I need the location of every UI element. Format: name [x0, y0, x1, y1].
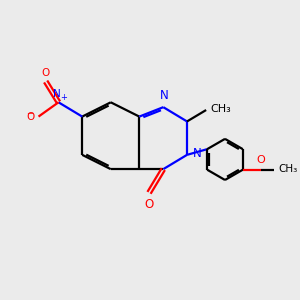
Text: +: +: [60, 93, 67, 102]
Text: O: O: [27, 112, 35, 122]
Text: CH₃: CH₃: [210, 104, 231, 114]
Text: −: −: [26, 109, 33, 118]
Text: O: O: [144, 198, 154, 211]
Text: N: N: [193, 147, 202, 160]
Text: O: O: [256, 154, 265, 165]
Text: N: N: [160, 89, 168, 102]
Text: CH₃: CH₃: [278, 164, 298, 174]
Text: O: O: [41, 68, 49, 78]
Text: N: N: [53, 89, 61, 99]
